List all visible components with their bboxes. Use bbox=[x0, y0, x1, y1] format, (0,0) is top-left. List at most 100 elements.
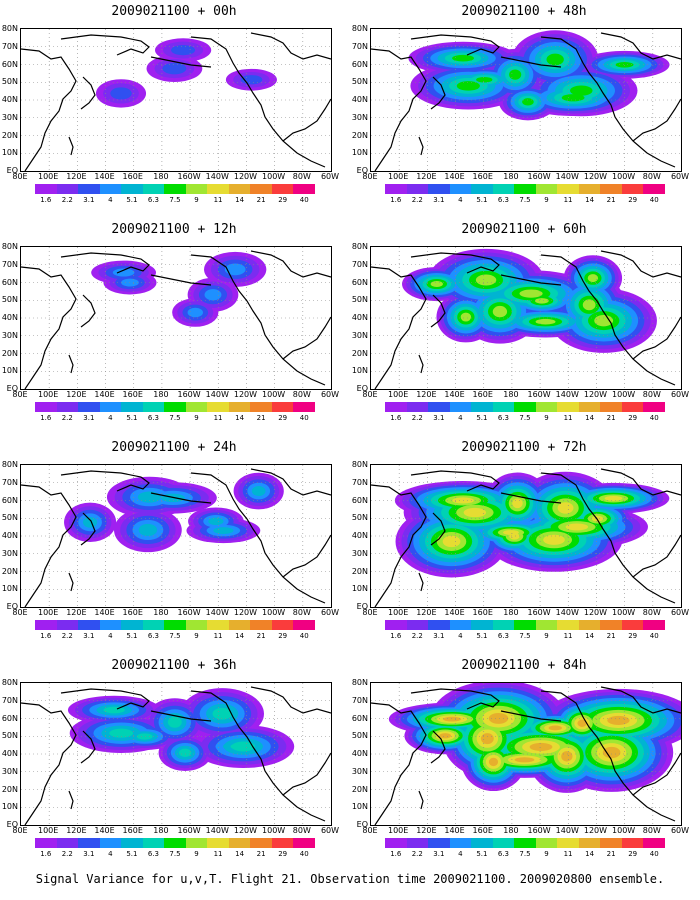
colorbar-swatch bbox=[621, 402, 644, 412]
colorbar-swatch bbox=[121, 620, 143, 630]
variance-region bbox=[204, 289, 222, 301]
longitude-label: 180 bbox=[153, 608, 169, 617]
latitude-label: 40N bbox=[351, 749, 368, 758]
colorbar-label: 9 bbox=[194, 414, 199, 422]
variance-map bbox=[370, 246, 682, 390]
longitude-label: 160W bbox=[527, 172, 551, 181]
latitude-label: 70N bbox=[1, 41, 18, 51]
longitude-label: 140E bbox=[444, 608, 465, 617]
variance-region bbox=[534, 298, 549, 304]
longitude-label: 120W bbox=[583, 172, 608, 181]
longitude-label: 100W bbox=[612, 172, 636, 181]
colorbar-swatch bbox=[56, 838, 79, 848]
coastline bbox=[250, 686, 331, 714]
longitude-label: 140W bbox=[205, 608, 229, 617]
colorbar-swatch bbox=[293, 838, 315, 848]
latitude-label: 20N bbox=[351, 348, 368, 358]
variance-map bbox=[370, 464, 682, 608]
colorbar bbox=[35, 184, 315, 194]
latitude-label: 60N bbox=[351, 59, 368, 69]
latitude-label: 80N bbox=[351, 460, 368, 469]
colorbar-swatch bbox=[492, 620, 515, 630]
latitude-label: 10N bbox=[351, 148, 368, 158]
latitude-label: 70N bbox=[351, 41, 368, 51]
panel-title: 2009021100 + 24h bbox=[111, 440, 237, 455]
variance-contour-layer bbox=[439, 712, 630, 767]
longitude-label: 100E bbox=[38, 390, 59, 399]
colorbar-swatch bbox=[121, 184, 143, 194]
longitude-label: 100E bbox=[388, 608, 409, 617]
colorbar-swatch bbox=[621, 620, 644, 630]
coastline bbox=[540, 36, 676, 168]
colorbar-swatch bbox=[271, 184, 294, 194]
variance-region bbox=[607, 715, 630, 725]
longitude-label: 120E bbox=[416, 172, 437, 181]
forecast-panel: 2009021100 + 24h 80N 70N 60N 50N 40N 30N 20N 10N… bbox=[0, 440, 348, 660]
colorbar-swatch bbox=[578, 620, 601, 630]
colorbar-swatch bbox=[578, 402, 601, 412]
longitude-label: 180 bbox=[503, 826, 519, 835]
coastline bbox=[500, 56, 562, 68]
map-canvas bbox=[21, 465, 331, 607]
colorbar-swatch bbox=[643, 838, 665, 848]
longitude-label: 100W bbox=[262, 608, 286, 617]
variance-region bbox=[167, 716, 182, 728]
latitude-label: 20N bbox=[1, 784, 18, 794]
colorbar-label: 21 bbox=[606, 414, 616, 422]
variance-region bbox=[213, 527, 234, 534]
colorbar-label: 2.2 bbox=[411, 850, 423, 858]
longitude-label: 80W bbox=[642, 172, 661, 181]
latitude-label: 50N bbox=[351, 295, 368, 305]
colorbar-swatch bbox=[643, 184, 665, 194]
colorbar-label: 3.1 bbox=[83, 850, 95, 858]
coastline bbox=[60, 470, 150, 492]
colorbar-label: 4 bbox=[108, 196, 113, 204]
colorbar-label: 4 bbox=[458, 414, 463, 422]
colorbar-label: 4 bbox=[108, 850, 113, 858]
colorbar-swatch bbox=[35, 402, 57, 412]
variance-region bbox=[452, 54, 474, 62]
variance-region bbox=[463, 507, 487, 518]
colorbar-label: 11 bbox=[563, 632, 573, 640]
colorbar-label: 7.5 bbox=[169, 632, 181, 640]
longitude-label: 120E bbox=[66, 172, 87, 181]
variance-map bbox=[20, 28, 332, 172]
coastline bbox=[430, 512, 446, 546]
coastline bbox=[410, 688, 500, 710]
colorbar-swatch bbox=[207, 402, 229, 412]
longitude-label: 160W bbox=[177, 390, 201, 399]
colorbar-label: 21 bbox=[606, 196, 616, 204]
coastline bbox=[190, 690, 326, 822]
colorbar-swatch bbox=[228, 838, 251, 848]
latitude-label: 70N bbox=[1, 477, 18, 487]
coastline bbox=[418, 354, 424, 374]
colorbar-swatch bbox=[228, 184, 251, 194]
colorbar-label: 1.6 bbox=[40, 196, 52, 204]
variance-region bbox=[439, 733, 452, 739]
colorbar-label: 3.1 bbox=[83, 414, 95, 422]
colorbar-swatch bbox=[142, 184, 165, 194]
map-canvas bbox=[371, 465, 681, 607]
colorbar-swatch bbox=[164, 184, 186, 194]
colorbar-swatch bbox=[385, 620, 407, 630]
variance-contour-layer bbox=[82, 486, 266, 537]
colorbar-swatch bbox=[78, 838, 100, 848]
forecast-panel: 2009021100 + 00h 80N 70N 60N 50N 40N 30N 20N 10N… bbox=[0, 4, 348, 224]
coastline bbox=[500, 492, 562, 504]
variance-contour-layer bbox=[112, 263, 246, 318]
colorbar-label: 7.5 bbox=[169, 196, 181, 204]
longitude-label: 160E bbox=[122, 172, 143, 181]
longitude-label: 180 bbox=[503, 608, 519, 617]
coastline bbox=[21, 48, 77, 171]
longitude-label: 140E bbox=[444, 826, 465, 835]
colorbar-label: 4 bbox=[108, 632, 113, 640]
variance-region bbox=[570, 85, 593, 96]
longitude-label: 140E bbox=[94, 826, 115, 835]
longitude-label: 140W bbox=[555, 390, 579, 399]
longitude-label: 140E bbox=[94, 390, 115, 399]
colorbar-swatch bbox=[142, 620, 165, 630]
colorbar-swatch bbox=[557, 838, 579, 848]
colorbar-swatch bbox=[207, 838, 229, 848]
colorbar-swatch bbox=[293, 620, 315, 630]
colorbar bbox=[35, 838, 315, 848]
